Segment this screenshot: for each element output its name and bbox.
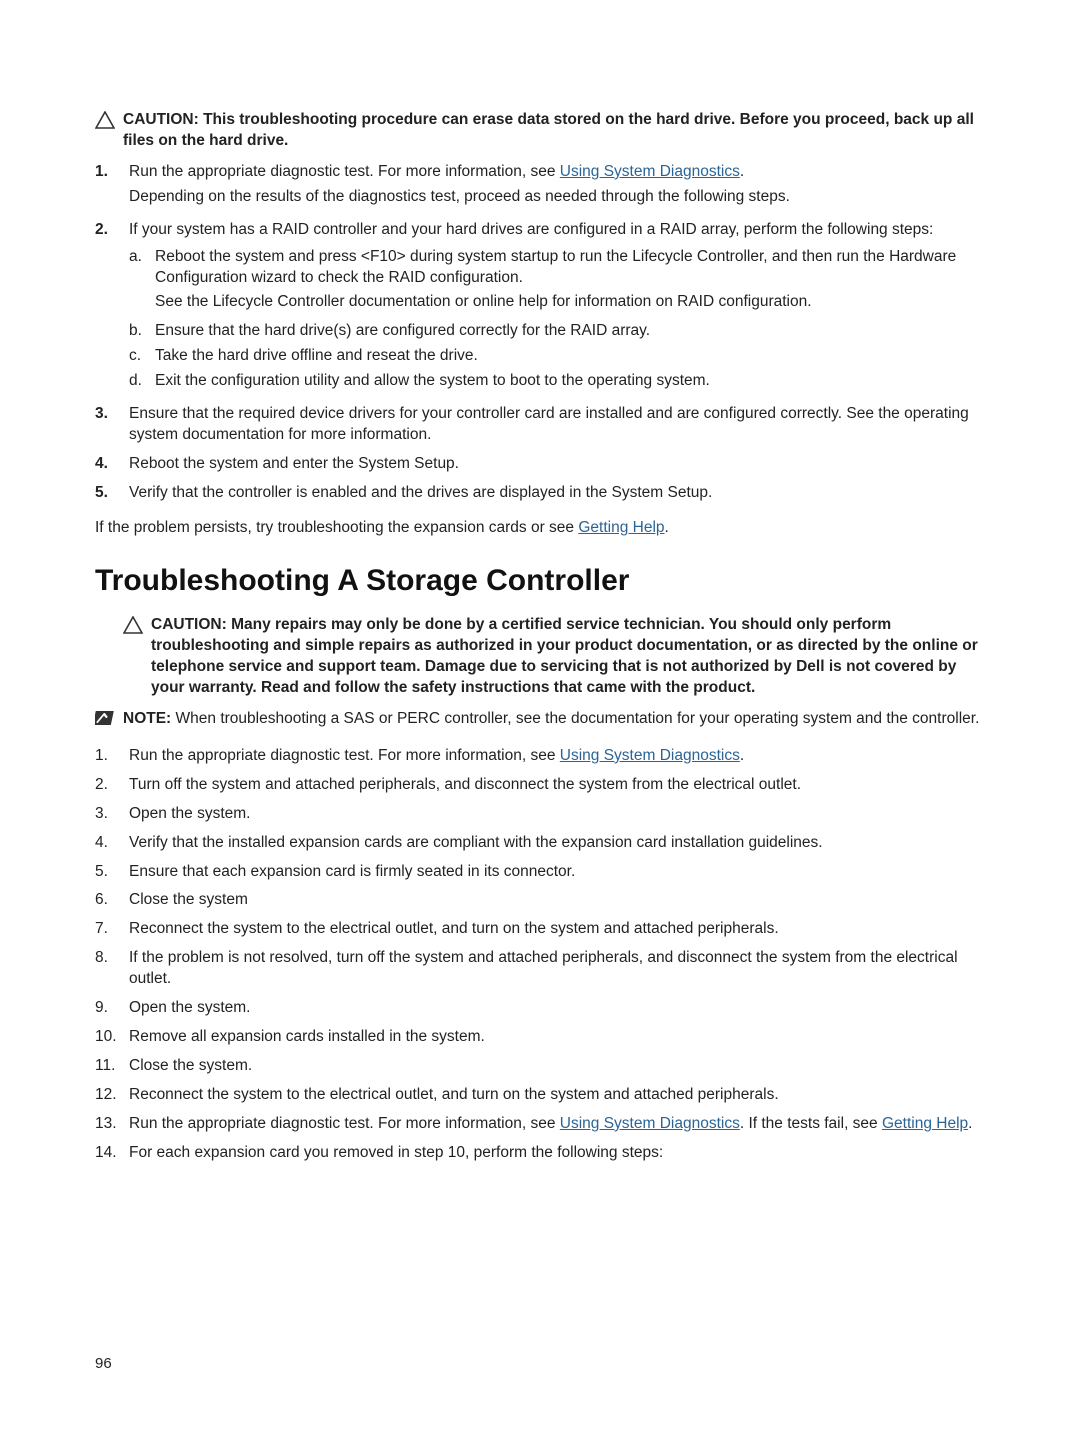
list-item: b. Ensure that the hard drive(s) are con… — [129, 321, 985, 342]
link-getting-help[interactable]: Getting Help — [882, 1115, 968, 1132]
list-item: 12.Reconnect the system to the electrica… — [95, 1085, 985, 1106]
caution-icon — [123, 615, 151, 634]
step-number: 4. — [95, 833, 129, 854]
note-block: NOTE: When troubleshooting a SAS or PERC… — [95, 709, 985, 730]
step-text: Ensure that each expansion card is firml… — [129, 862, 985, 883]
substep-text: Reboot the system and press <F10> during… — [155, 247, 985, 289]
substep-letter: c. — [129, 346, 155, 367]
step-number: 1. — [95, 746, 129, 767]
procedure-list-2: 1. Run the appropriate diagnostic test. … — [95, 746, 985, 1164]
step-text: Reboot the system and enter the System S… — [129, 454, 985, 475]
list-item: 3.Open the system. — [95, 804, 985, 825]
step-text: Reconnect the system to the electrical o… — [129, 919, 985, 940]
step-text: Open the system. — [129, 998, 985, 1019]
step-number: 13. — [95, 1114, 129, 1135]
step-number: 3. — [95, 404, 129, 446]
link-using-system-diagnostics[interactable]: Using System Diagnostics — [560, 1115, 740, 1132]
step-number: 4. — [95, 454, 129, 475]
step-number: 3. — [95, 804, 129, 825]
step-text: Turn off the system and attached periphe… — [129, 775, 985, 796]
procedure-list-1: 1. Run the appropriate diagnostic test. … — [95, 162, 985, 504]
step-number: 10. — [95, 1027, 129, 1048]
link-using-system-diagnostics[interactable]: Using System Diagnostics — [560, 163, 740, 180]
step-text: Verify that the installed expansion card… — [129, 833, 985, 854]
step-text: Remove all expansion cards installed in … — [129, 1027, 985, 1048]
step-number: 6. — [95, 890, 129, 911]
step-number: 5. — [95, 483, 129, 504]
caution-icon — [95, 110, 123, 129]
step-text: Run the appropriate diagnostic test. For… — [129, 1114, 985, 1135]
step-text: Reconnect the system to the electrical o… — [129, 1085, 985, 1106]
note-label: NOTE: — [123, 710, 171, 727]
step-number: 12. — [95, 1085, 129, 1106]
caution-text-1: CAUTION: This troubleshooting procedure … — [123, 110, 985, 152]
note-text: NOTE: When troubleshooting a SAS or PERC… — [123, 709, 979, 730]
list-item: 3. Ensure that the required device drive… — [95, 404, 985, 446]
substep-letter: b. — [129, 321, 155, 342]
step-number: 11. — [95, 1056, 129, 1077]
step-text: Run the appropriate diagnostic test. For… — [129, 746, 985, 767]
step-text: Depending on the results of the diagnost… — [129, 187, 985, 208]
list-item: 7.Reconnect the system to the electrical… — [95, 919, 985, 940]
step-text: Close the system. — [129, 1056, 985, 1077]
list-item: 1. Run the appropriate diagnostic test. … — [95, 162, 985, 212]
list-item: 9.Open the system. — [95, 998, 985, 1019]
step-text: If your system has a RAID controller and… — [129, 220, 985, 241]
link-getting-help[interactable]: Getting Help — [578, 519, 664, 536]
section-heading: Troubleshooting A Storage Controller — [95, 561, 985, 602]
step-number: 8. — [95, 948, 129, 990]
note-icon — [95, 709, 123, 726]
step-text: Ensure that the required device drivers … — [129, 404, 985, 446]
list-item: 10.Remove all expansion cards installed … — [95, 1027, 985, 1048]
list-item: d. Exit the configuration utility and al… — [129, 371, 985, 392]
step-text: Open the system. — [129, 804, 985, 825]
list-item: 2. If your system has a RAID controller … — [95, 220, 985, 396]
step-number: 2. — [95, 775, 129, 796]
list-item: 5.Ensure that each expansion card is fir… — [95, 862, 985, 883]
step-number: 7. — [95, 919, 129, 940]
caution-block-1: CAUTION: This troubleshooting procedure … — [95, 110, 985, 152]
list-item: 4. Reboot the system and enter the Syste… — [95, 454, 985, 475]
step-number: 1. — [95, 162, 129, 212]
list-item: 6.Close the system — [95, 890, 985, 911]
step-text: Verify that the controller is enabled an… — [129, 483, 985, 504]
list-item: c. Take the hard drive offline and resea… — [129, 346, 985, 367]
caution-text-2: CAUTION: Many repairs may only be done b… — [151, 615, 985, 699]
list-item: 13. Run the appropriate diagnostic test.… — [95, 1114, 985, 1135]
substep-text: Take the hard drive offline and reseat t… — [155, 346, 985, 367]
step-number: 2. — [95, 220, 129, 396]
substep-letter: d. — [129, 371, 155, 392]
caution-block-2: CAUTION: Many repairs may only be done b… — [95, 615, 985, 699]
page-number: 96 — [95, 1354, 112, 1374]
step-text: For each expansion card you removed in s… — [129, 1143, 985, 1164]
list-item: 1. Run the appropriate diagnostic test. … — [95, 746, 985, 767]
step-number: 9. — [95, 998, 129, 1019]
substep-text: Exit the configuration utility and allow… — [155, 371, 985, 392]
step-number: 14. — [95, 1143, 129, 1164]
list-item: 8.If the problem is not resolved, turn o… — [95, 948, 985, 990]
link-using-system-diagnostics[interactable]: Using System Diagnostics — [560, 747, 740, 764]
list-item: 11.Close the system. — [95, 1056, 985, 1077]
step-text: Close the system — [129, 890, 985, 911]
list-item: 14.For each expansion card you removed i… — [95, 1143, 985, 1164]
list-item: 2.Turn off the system and attached perip… — [95, 775, 985, 796]
substep-text: See the Lifecycle Controller documentati… — [155, 292, 985, 313]
list-item: 5. Verify that the controller is enabled… — [95, 483, 985, 504]
substep-letter: a. — [129, 247, 155, 318]
list-item: 4.Verify that the installed expansion ca… — [95, 833, 985, 854]
step-number: 5. — [95, 862, 129, 883]
paragraph: If the problem persists, try troubleshoo… — [95, 518, 985, 539]
step-text: Run the appropriate diagnostic test. For… — [129, 162, 985, 183]
substep-text: Ensure that the hard drive(s) are config… — [155, 321, 985, 342]
sub-list: a. Reboot the system and press <F10> dur… — [129, 247, 985, 393]
list-item: a. Reboot the system and press <F10> dur… — [129, 247, 985, 318]
step-text: If the problem is not resolved, turn off… — [129, 948, 985, 990]
